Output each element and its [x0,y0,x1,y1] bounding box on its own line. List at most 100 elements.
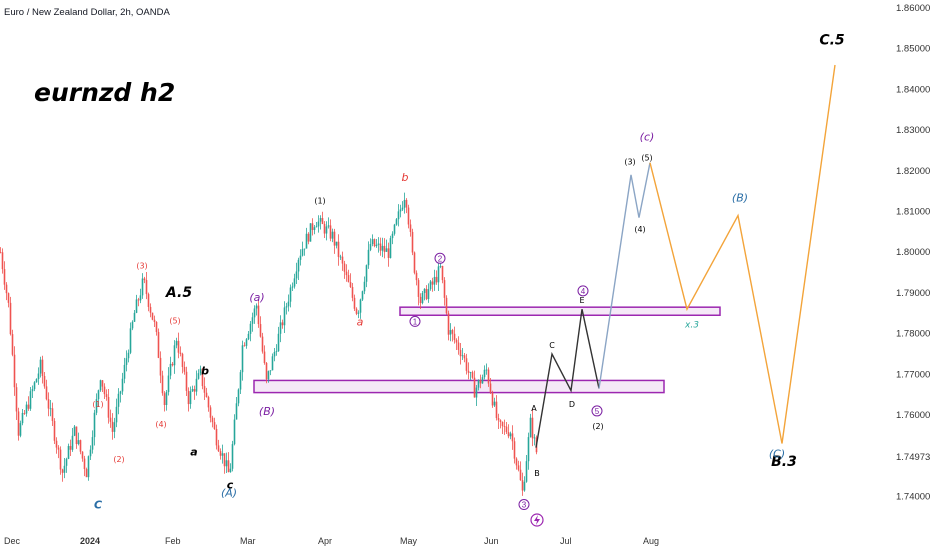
price-zone[interactable] [253,379,665,394]
candle-body [345,271,348,276]
candle-body [31,389,34,392]
candle-body [65,458,68,466]
candle-body [119,391,122,394]
candle-body [469,372,472,374]
time-tick-label: Apr [318,536,332,546]
candle-body [23,412,26,414]
projection-line[interactable] [535,309,600,448]
candle-body [283,307,286,326]
price-tick-label: 1.85000 [896,44,930,55]
candle-body [269,370,272,372]
candle-body [351,286,354,298]
candle-body [487,369,490,384]
candle-body [329,225,332,239]
candle-body [323,223,326,234]
candle-body [449,330,452,335]
candle-body [363,281,366,292]
lightning-icon [534,515,540,525]
candle-body [503,426,506,427]
candle-body [267,371,270,380]
candle-body [419,296,422,304]
chart-title: eurnzd h2 [34,78,176,107]
candle-body [491,392,494,406]
candle-body [393,224,396,234]
wave-label: C [549,341,555,350]
candle-body [199,368,202,374]
candle-body [389,238,392,258]
candle-body [281,322,284,326]
candle-body [313,227,316,230]
candle-body [233,419,236,445]
projection-line[interactable] [649,64,836,444]
candle-body [395,219,398,225]
candle-body [403,199,406,208]
candle-body [511,433,514,442]
candle-body [387,248,390,258]
candle-body [285,306,288,308]
candle-body [253,308,256,318]
candle-body [243,345,246,347]
projection-line[interactable] [598,162,651,389]
candle-body [169,363,172,376]
candle-body [361,291,364,300]
candle-body [227,460,230,473]
candle-body [193,389,196,392]
price-tick-label: 1.74000 [896,491,930,502]
candle-body [413,252,416,273]
candle-body [483,369,486,378]
candle-body [399,209,402,212]
candle-body [319,218,322,222]
wave-label: (a) [249,291,264,304]
wave-circle-label: 4 [581,287,586,296]
price-tick-label: 1.82000 [896,166,930,177]
candle-body [187,390,190,405]
candle-body [103,386,106,395]
price-tick-label: 1.83000 [896,125,930,136]
candle-body [57,447,60,450]
candle-body [259,324,262,337]
wave-label: (5) [169,316,180,325]
candle-body [521,480,524,491]
candle-body [409,224,412,232]
candle-body [59,449,62,470]
candle-body [81,451,84,459]
candle-body [447,313,450,335]
candle-body [45,386,48,400]
candle-body [73,426,76,436]
candle-body [271,356,274,371]
candle-body [165,392,168,405]
time-tick-label: Mar [240,536,256,546]
candle-body [121,378,124,392]
candle-body [261,336,264,352]
candle-body [231,444,234,469]
candle-body [181,353,184,367]
time-tick-label: Dec [4,536,21,546]
candle-body [533,437,536,439]
price-tick-label: 1.84000 [896,84,930,95]
candle-body [21,412,24,424]
candle-body [215,428,218,446]
candle-body [375,244,378,247]
candle-body [141,278,144,296]
candle-body [277,333,280,352]
candle-body [251,317,254,324]
candle-body [35,379,38,383]
candle-body [247,333,250,340]
candle-body [321,218,324,224]
candle-body [43,375,46,387]
candle-body [69,445,72,450]
wave-label: (C) [769,448,785,461]
wave-label: x.3 [684,320,699,330]
wave-label: B.3 [771,454,797,470]
wave-circle-marker [434,252,446,264]
candle-body [335,241,338,246]
price-zone[interactable] [399,306,721,316]
candle-body [131,321,134,329]
wave-label: a [357,315,364,328]
candle-body [237,389,240,404]
candle-body [359,299,362,313]
candle-body [145,280,148,295]
candle-body [213,422,216,429]
